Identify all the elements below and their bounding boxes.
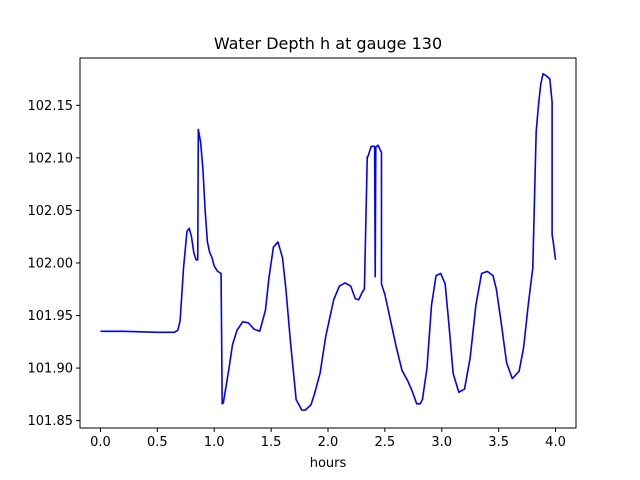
x-tick-label: 1.0 [204, 435, 225, 450]
x-tick-label: 0.5 [147, 435, 168, 450]
y-tick-label: 101.85 [28, 414, 74, 429]
x-tick-label: 4.0 [545, 435, 566, 450]
x-axis-label: hours [310, 456, 347, 471]
y-axis: 101.85 101.90 101.95 102.00 102.05 102.10 102.… [28, 99, 80, 429]
chart-title: Water Depth h at gauge 130 [214, 34, 442, 53]
x-tick-label: 3.0 [431, 435, 452, 450]
y-tick-label: 102.00 [28, 256, 74, 271]
y-tick-label: 102.10 [28, 151, 74, 166]
x-tick-label: 3.5 [488, 435, 509, 450]
series-line [100, 72, 557, 411]
series-layer [100, 72, 557, 411]
x-tick-label: 1.5 [261, 435, 282, 450]
x-tick-label: 2.0 [318, 435, 339, 450]
x-axis: 0.0 0.5 1.0 1.5 2.0 2.5 3.0 3.5 4.0 [90, 428, 566, 450]
y-tick-label: 101.95 [28, 309, 74, 324]
y-tick-label: 102.05 [28, 204, 74, 219]
x-tick-label: 2.5 [375, 435, 396, 450]
y-tick-label: 101.90 [28, 362, 74, 377]
x-tick-label: 0.0 [90, 435, 111, 450]
y-tick-label: 102.15 [28, 99, 74, 114]
